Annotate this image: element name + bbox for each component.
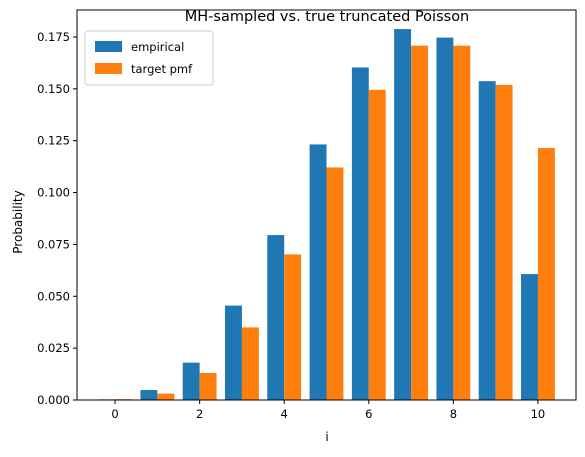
bar-target-pmf-10 bbox=[537, 147, 555, 400]
x-tick-label: 4 bbox=[281, 407, 288, 421]
y-tick-label: 0.000 bbox=[37, 393, 70, 407]
y-tick-label: 0.025 bbox=[37, 341, 70, 355]
bar-empirical-5 bbox=[309, 144, 327, 400]
y-tick-label: 0.175 bbox=[37, 30, 70, 44]
x-tick-label: 2 bbox=[196, 407, 203, 421]
plot-area-frame bbox=[76, 9, 577, 401]
y-tick-label: 0.125 bbox=[37, 134, 70, 148]
bar-empirical-7 bbox=[394, 29, 412, 400]
x-tick-label: 6 bbox=[365, 407, 372, 421]
legend-label-empirical: empirical bbox=[131, 40, 184, 54]
bar-target-pmf-3 bbox=[241, 327, 259, 400]
x-axis-label: i bbox=[325, 430, 328, 444]
bar-empirical-1 bbox=[140, 390, 158, 400]
bar-empirical-4 bbox=[267, 235, 285, 400]
legend-swatch-target-pmf bbox=[95, 63, 122, 74]
bar-empirical-2 bbox=[182, 362, 200, 400]
legend-swatch-empirical bbox=[95, 41, 122, 52]
chart-title: MH-sampled vs. true truncated Poisson bbox=[185, 9, 470, 25]
y-tick-label: 0.100 bbox=[37, 186, 70, 200]
bar-target-pmf-4 bbox=[284, 254, 302, 400]
y-axis-label: Probability bbox=[11, 190, 25, 253]
bar-empirical-3 bbox=[225, 305, 242, 400]
y-tick-label: 0.050 bbox=[37, 289, 70, 303]
x-tick-label: 10 bbox=[531, 407, 546, 421]
bar-target-pmf-1 bbox=[157, 393, 175, 400]
bar-empirical-6 bbox=[351, 67, 369, 400]
legend-label-target-pmf: target pmf bbox=[131, 62, 193, 76]
x-tick-label: 8 bbox=[450, 407, 457, 421]
bar-target-pmf-6 bbox=[368, 89, 386, 401]
bar-target-pmf-2 bbox=[199, 373, 217, 400]
x-tick-label: 0 bbox=[111, 407, 118, 421]
y-tick-label: 0.075 bbox=[37, 237, 70, 251]
bar-target-pmf-8 bbox=[453, 45, 471, 401]
bar-empirical-10 bbox=[521, 274, 538, 400]
bar-empirical-9 bbox=[478, 81, 496, 400]
bar-target-pmf-9 bbox=[495, 84, 513, 400]
bar-target-pmf-7 bbox=[411, 45, 428, 401]
bar-empirical-8 bbox=[436, 37, 454, 401]
y-tick-label: 0.150 bbox=[37, 82, 70, 96]
bar-target-pmf-5 bbox=[326, 167, 344, 400]
